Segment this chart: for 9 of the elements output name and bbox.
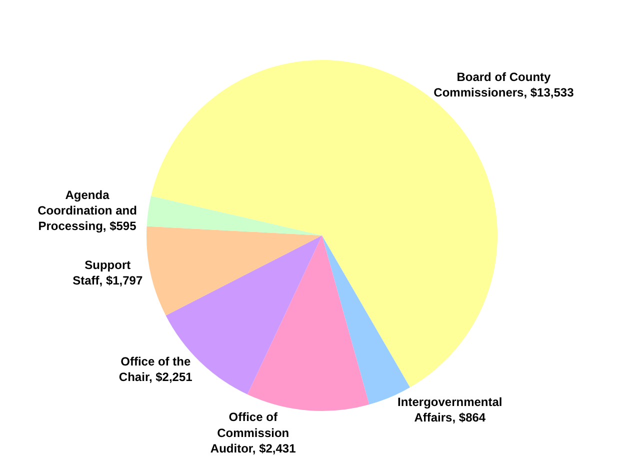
slice-label: Board of County Commissioners, $13,533: [434, 70, 574, 100]
slice-label: Office of Commission Auditor, $2,431: [210, 410, 296, 456]
pie-slice: [146, 226, 322, 316]
pie-slice: [247, 236, 370, 411]
slice-label: Intergovernmental Affairs, $864: [398, 394, 502, 425]
slice-label: Support Staff, $1,797: [72, 258, 143, 288]
slice-label: Agenda Coordination and Processing, $595: [38, 188, 137, 234]
slice-label: Office of the Chair, $2,251: [118, 354, 193, 384]
pie-slice: [146, 196, 322, 236]
